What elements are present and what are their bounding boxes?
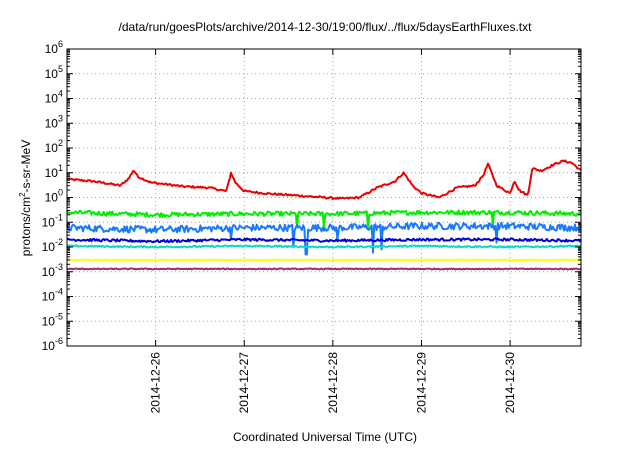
series-line-5 bbox=[66, 258, 581, 262]
y-tick-label: 10-3 bbox=[42, 262, 63, 279]
y-tick-label: 10-2 bbox=[42, 237, 63, 254]
y-tick-exponent: 1 bbox=[58, 163, 63, 173]
y-tick-label: 10-6 bbox=[42, 336, 63, 353]
y-tick-label: 106 bbox=[45, 39, 63, 56]
y-tick-exponent: 0 bbox=[58, 188, 63, 198]
series-line-2 bbox=[66, 221, 582, 256]
x-tick-label: 2014-12-29 bbox=[414, 352, 428, 414]
series-line-3 bbox=[66, 237, 582, 244]
y-tick-base: 10 bbox=[42, 290, 56, 304]
y-tick-exponent: 3 bbox=[58, 113, 63, 123]
y-tick-base: 10 bbox=[45, 166, 59, 180]
y-tick-base: 10 bbox=[42, 339, 56, 353]
y-axis-label-suffix: -s-sr-MeV bbox=[19, 140, 33, 193]
y-tick-base: 10 bbox=[42, 314, 56, 328]
y-tick-exponent: -4 bbox=[55, 287, 63, 297]
series-layer bbox=[66, 159, 582, 271]
x-tick-label: 2014-12-27 bbox=[237, 352, 251, 414]
series-line-4 bbox=[66, 244, 582, 249]
y-tick-exponent: 5 bbox=[58, 64, 63, 74]
y-tick-exponent: -2 bbox=[55, 237, 63, 247]
y-tick-base: 10 bbox=[42, 215, 56, 229]
y-tick-base: 10 bbox=[45, 116, 59, 130]
y-tick-base: 10 bbox=[42, 240, 56, 254]
y-tick-exponent: -1 bbox=[55, 212, 63, 222]
series-line-0 bbox=[66, 159, 582, 200]
plot-frame bbox=[66, 48, 582, 347]
y-tick-exponent: 4 bbox=[58, 89, 63, 99]
series-line-6 bbox=[66, 267, 582, 271]
y-tick-base: 10 bbox=[45, 141, 59, 155]
y-tick-label: 10-5 bbox=[42, 311, 63, 328]
y-tick-exponent: 6 bbox=[58, 39, 63, 49]
y-tick-label: 100 bbox=[45, 188, 63, 205]
y-tick-exponent: -3 bbox=[55, 262, 63, 272]
axes-layer: 2014-12-26 2014-12-27 2014-12-28 2014-12-29… bbox=[42, 39, 582, 414]
y-tick-label: 102 bbox=[45, 138, 63, 155]
y-tick-label: 103 bbox=[45, 113, 63, 130]
x-axis-label: Coordinated Universal Time (UTC) bbox=[233, 430, 417, 444]
x-tick-label: 2014-12-30 bbox=[503, 352, 517, 414]
y-tick-exponent: -6 bbox=[55, 336, 63, 346]
y-tick-base: 10 bbox=[45, 42, 59, 56]
y-tick-label: 10-1 bbox=[42, 212, 63, 229]
y-axis-label-prefix: protons/cm bbox=[19, 197, 33, 256]
y-tick-label: 105 bbox=[45, 64, 63, 81]
chart-title: /data/run/goesPlots/archive/2014-12-30/1… bbox=[119, 20, 533, 34]
y-tick-base: 10 bbox=[42, 265, 56, 279]
y-axis-label: protons/cm2-s-sr-MeV bbox=[18, 140, 33, 256]
y-tick-base: 10 bbox=[45, 92, 59, 106]
y-tick-label: 104 bbox=[45, 89, 63, 106]
y-tick-base: 10 bbox=[45, 191, 59, 205]
y-tick-exponent: 2 bbox=[58, 138, 63, 148]
y-tick-exponent: -5 bbox=[55, 311, 63, 321]
y-axis-label-superscript: 2 bbox=[18, 192, 27, 197]
y-tick-label: 10-4 bbox=[42, 287, 63, 304]
x-tick-label: 2014-12-28 bbox=[326, 352, 340, 414]
y-tick-base: 10 bbox=[45, 67, 59, 81]
x-tick-label: 2014-12-26 bbox=[149, 352, 163, 414]
y-tick-label: 101 bbox=[45, 163, 63, 180]
